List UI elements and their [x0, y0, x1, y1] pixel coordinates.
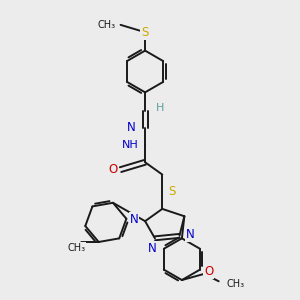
Text: S: S	[141, 26, 149, 39]
Text: CH₃: CH₃	[226, 279, 244, 289]
Text: N: N	[186, 228, 195, 241]
Text: H: H	[156, 103, 164, 113]
Text: N: N	[127, 122, 136, 134]
Text: NH: NH	[122, 140, 139, 150]
Text: S: S	[168, 185, 176, 198]
Text: CH₃: CH₃	[98, 20, 116, 30]
Text: N: N	[130, 213, 138, 226]
Text: O: O	[109, 163, 118, 176]
Text: CH₃: CH₃	[67, 243, 86, 253]
Text: O: O	[204, 265, 214, 278]
Text: N: N	[148, 242, 157, 255]
